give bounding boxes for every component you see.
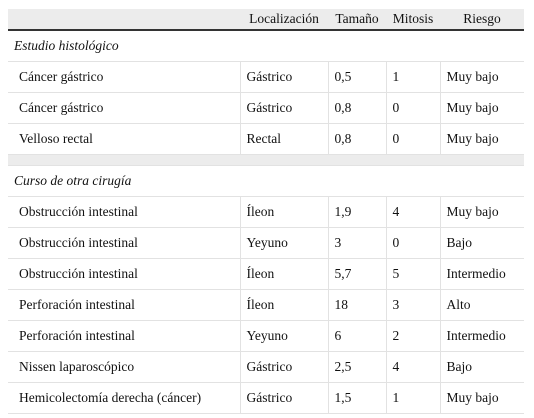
data-row: Nissen laparoscópico Gástrico 2,5 4 Bajo (8, 351, 524, 383)
cell: Gástrico (239, 61, 328, 93)
cell: Cáncer gástrico (8, 61, 240, 93)
cell: 6 (327, 320, 386, 352)
cell: 3 (385, 289, 440, 321)
data-row: Obstrucción intestinal Yeyuno 3 0 Bajo (8, 227, 524, 259)
cell: Muy bajo (439, 382, 524, 414)
cell: Íleon (239, 196, 328, 228)
header-cell: Riesgo (440, 9, 524, 31)
header-cell (8, 9, 240, 31)
cell: 0 (385, 227, 440, 259)
data-row: Hemicolectomía derecha (cáncer) Gástrico 1… (8, 382, 524, 414)
cell: Nissen laparoscópico (8, 351, 240, 383)
header-row: Localización Tamaño Mitosis Riesgo (8, 9, 524, 31)
cell: Bajo (439, 227, 524, 259)
cell: 3 (327, 227, 386, 259)
cell: Alto (439, 289, 524, 321)
cell: 1,5 (327, 382, 386, 414)
data-table: Localización Tamaño Mitosis Riesgo Estudio … (8, 9, 524, 414)
cell: Perforación intestinal (8, 289, 240, 321)
cell: 18 (327, 289, 386, 321)
cell: Obstrucción intestinal (8, 227, 240, 259)
header-cell: Localización (240, 9, 328, 31)
cell: Rectal (239, 123, 328, 155)
data-row: Obstrucción intestinal Íleon 1,9 4 Muy bajo (8, 196, 524, 228)
cell: Velloso rectal (8, 123, 240, 155)
cell: 2 (385, 320, 440, 352)
header-cell: Mitosis (386, 9, 440, 31)
cell: Gástrico (239, 92, 328, 124)
cell: 0 (385, 92, 440, 124)
cell: Íleon (239, 258, 328, 290)
cell: 0,8 (327, 92, 386, 124)
cell: Obstrucción intestinal (8, 258, 240, 290)
cell: Hemicolectomía derecha (cáncer) (8, 382, 240, 414)
cell: 0,8 (327, 123, 386, 155)
data-row: Cáncer gástrico Gástrico 0,5 1 Muy bajo (8, 61, 524, 93)
cell: Cáncer gástrico (8, 92, 240, 124)
cell: Muy bajo (439, 123, 524, 155)
header-cell: Tamaño (328, 9, 386, 31)
data-row: Obstrucción intestinal Íleon 5,7 5 Intermedi… (8, 258, 524, 290)
data-row: Perforación intestinal Yeyuno 6 2 Intermedio (8, 320, 524, 352)
cell: 0,5 (327, 61, 386, 93)
data-row: Cáncer gástrico Gástrico 0,8 0 Muy bajo (8, 92, 524, 124)
cell: Yeyuno (239, 320, 328, 352)
cell: 4 (385, 196, 440, 228)
table-body: Estudio histológico Cáncer gástrico Gástri… (8, 30, 524, 414)
cell: Muy bajo (439, 61, 524, 93)
cell: Obstrucción intestinal (8, 196, 240, 228)
cell: 0 (385, 123, 440, 155)
cell: Íleon (239, 289, 328, 321)
cell: Gástrico (239, 382, 328, 414)
section-row: Curso de otra cirugía (8, 165, 524, 197)
cell: 5,7 (327, 258, 386, 290)
cell: Muy bajo (439, 92, 524, 124)
cell: Intermedio (439, 320, 524, 352)
cell: 1 (385, 61, 440, 93)
cell: 2,5 (327, 351, 386, 383)
section-row: Estudio histológico (8, 30, 524, 62)
spacer-cell (8, 154, 524, 166)
cell: Muy bajo (439, 196, 524, 228)
cell: 1,9 (327, 196, 386, 228)
cell: Perforación intestinal (8, 320, 240, 352)
cell: Gástrico (239, 351, 328, 383)
cell: Yeyuno (239, 227, 328, 259)
data-row: Perforación intestinal Íleon 18 3 Alto (8, 289, 524, 321)
cell: 5 (385, 258, 440, 290)
data-row: Velloso rectal Rectal 0,8 0 Muy bajo (8, 123, 524, 155)
cell: Bajo (439, 351, 524, 383)
cell: 4 (385, 351, 440, 383)
cell: 1 (385, 382, 440, 414)
section-title: Curso de otra cirugía (8, 165, 524, 197)
cell: Intermedio (439, 258, 524, 290)
spacer-row (8, 154, 524, 166)
section-title: Estudio histológico (8, 30, 524, 62)
